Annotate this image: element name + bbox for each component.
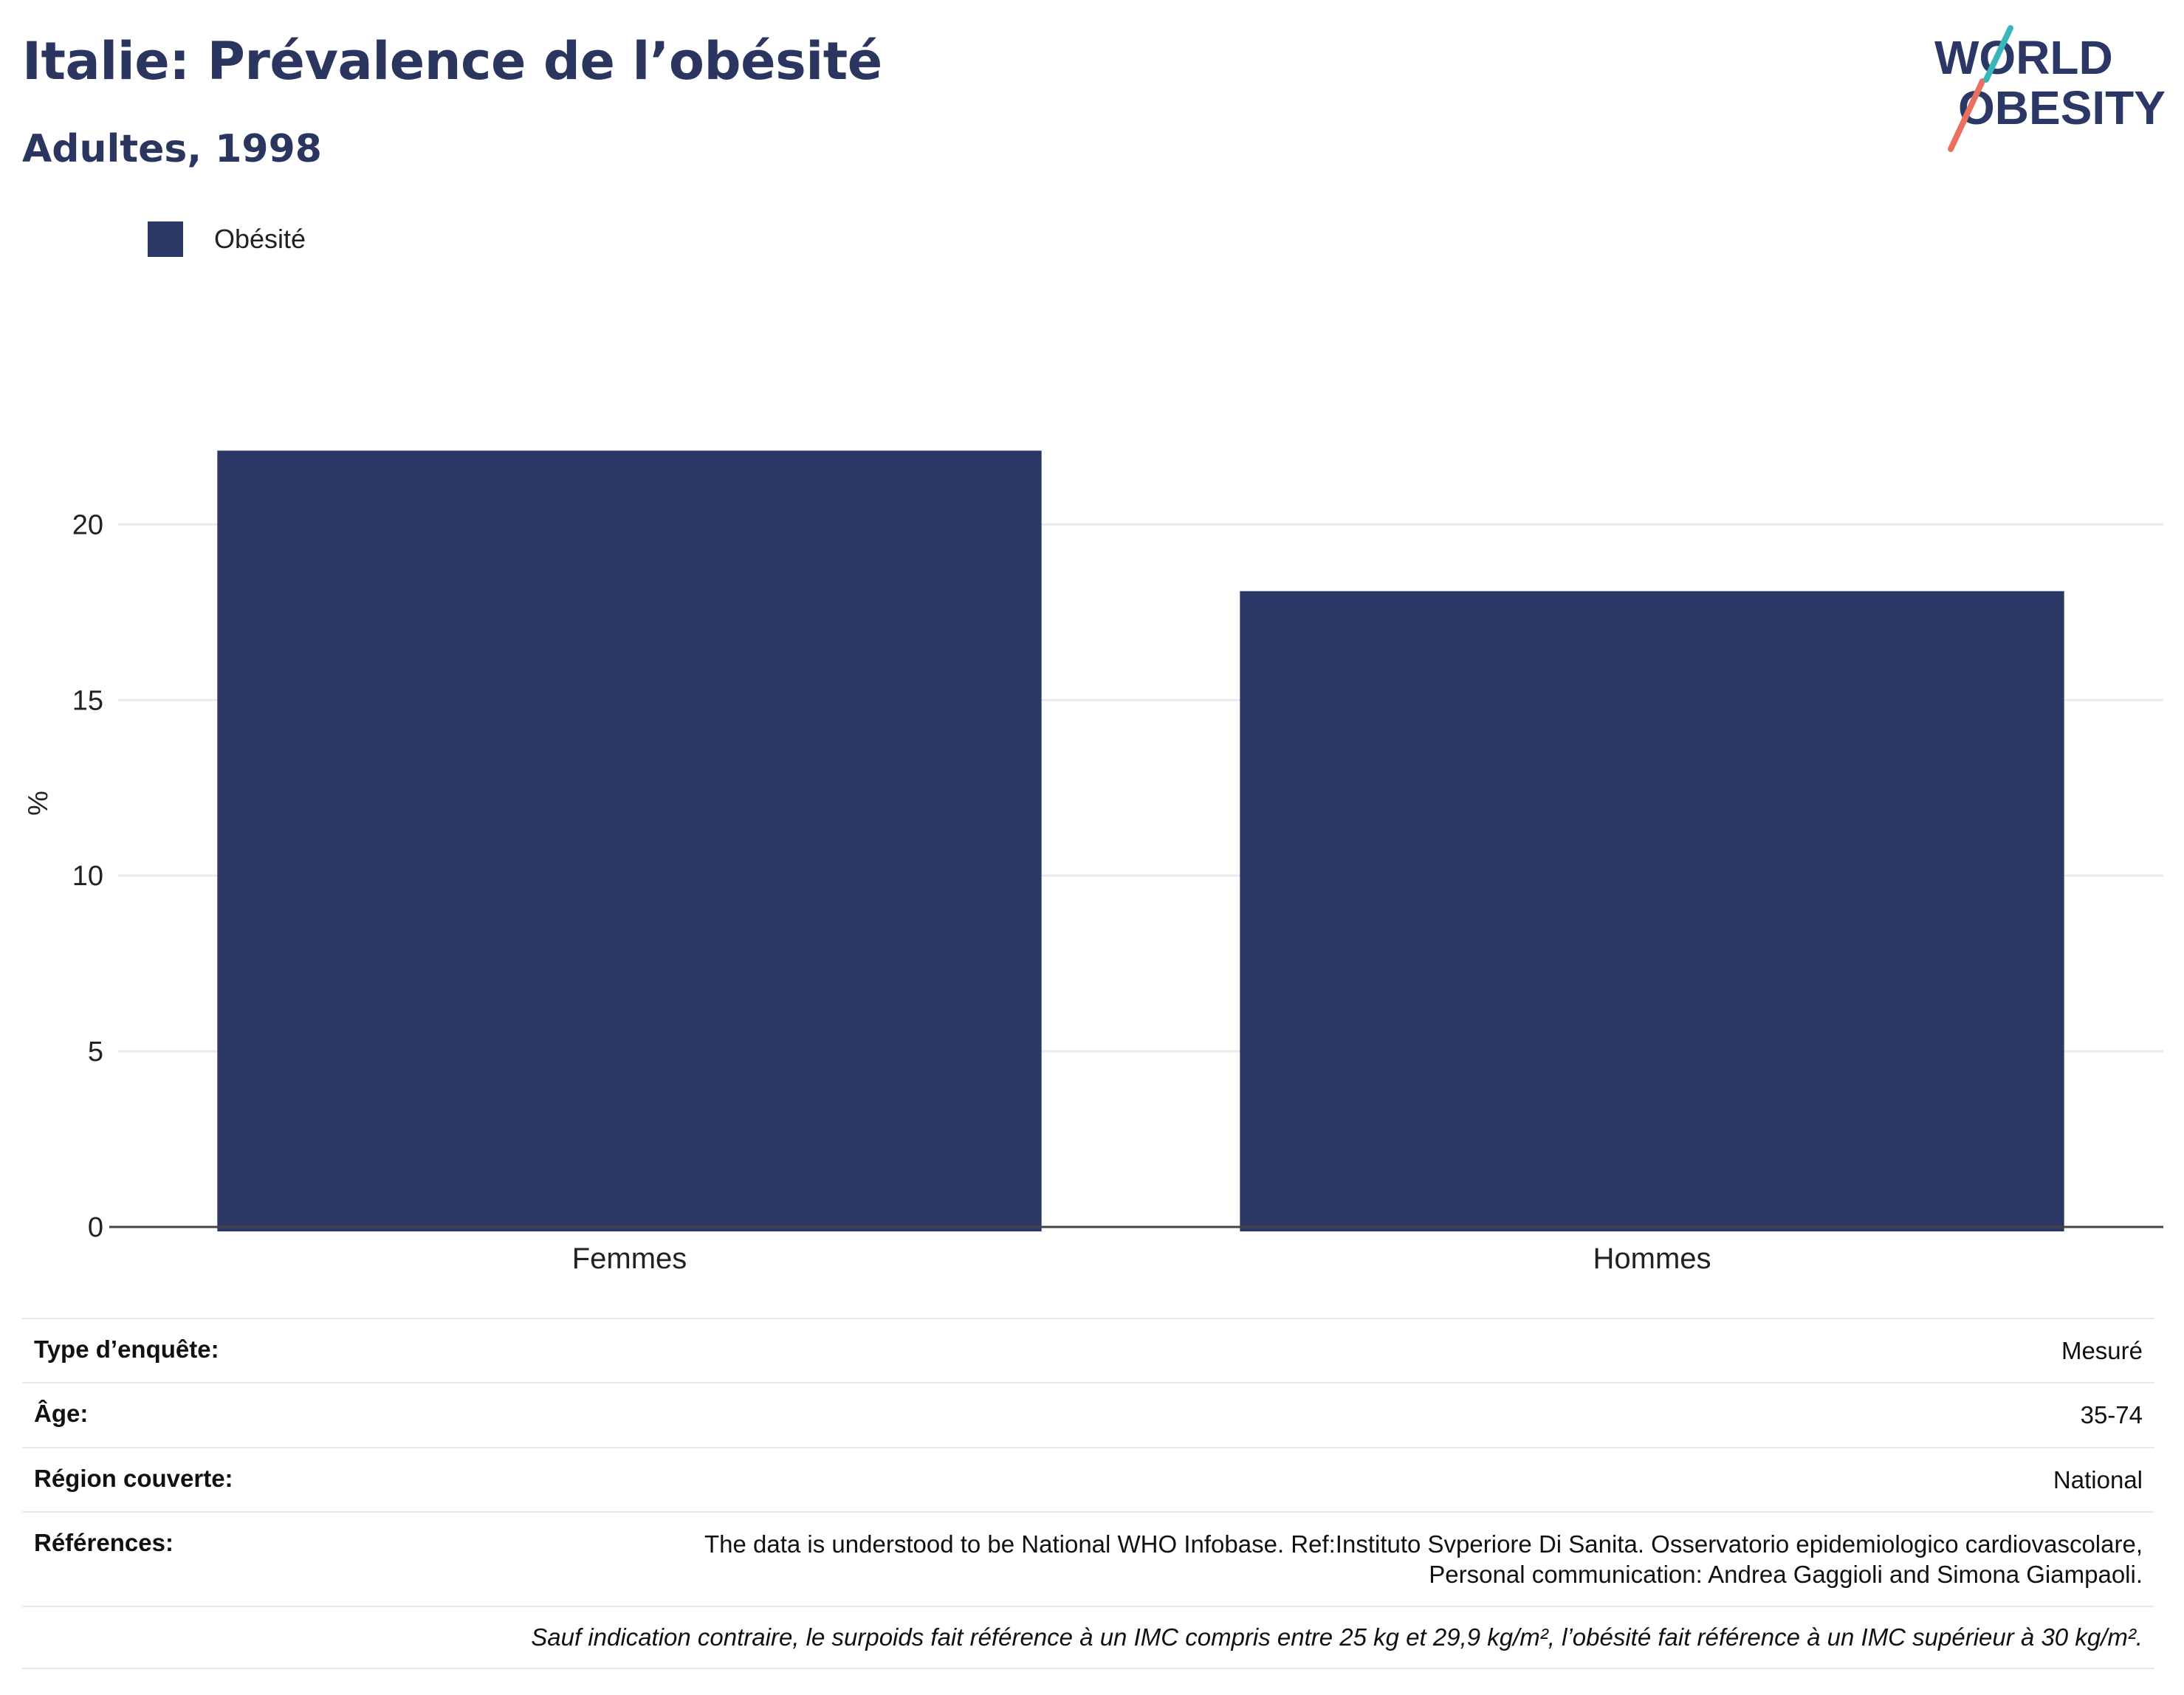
chart-title: Italie: Prévalence de l’obésité	[22, 31, 882, 92]
legend-label: Obésité	[214, 224, 306, 254]
info-row-region: Région couverte: National	[22, 1446, 2154, 1511]
region-value: National	[2053, 1465, 2143, 1493]
bar-femmes	[217, 450, 1042, 1231]
info-table: Type d’enquête: Mesuré Âge: 35-74 Région…	[22, 1318, 2154, 1670]
logo-text-world: WORLD	[1934, 31, 2113, 84]
references-line-1: The data is understood to be National WH…	[704, 1530, 2143, 1558]
bar-hommes	[1240, 591, 2064, 1231]
age-label: Âge:	[34, 1400, 89, 1428]
bmi-definition-note: Sauf indication contraire, le surpoids f…	[531, 1623, 2143, 1651]
info-row-age: Âge: 35-74	[22, 1382, 2154, 1446]
y-tick-label: 20	[72, 509, 103, 540]
logo-slash-teal	[1983, 25, 2013, 83]
survey-type-value: Mesuré	[2061, 1337, 2143, 1364]
info-row-references: Références: The data is understood to be…	[22, 1510, 2154, 1606]
y-tick-label: 15	[72, 685, 103, 716]
references-label: Références:	[34, 1528, 174, 1556]
chart-legend[interactable]: Obésité	[148, 221, 306, 257]
info-row-survey-type: Type d’enquête: Mesuré	[22, 1318, 2154, 1382]
survey-type-label: Type d’enquête:	[34, 1335, 219, 1363]
legend-swatch	[148, 221, 183, 257]
references-line-2: Personal communication: Andrea Gaggioli …	[1429, 1561, 2143, 1588]
y-tick-label: 0	[88, 1212, 103, 1243]
chart-subtitle: Adultes, 1998	[22, 127, 322, 171]
y-axis-label: %	[23, 791, 54, 816]
info-row-note: Sauf indication contraire, le surpoids f…	[22, 1606, 2154, 1670]
y-tick-label: 10	[72, 861, 103, 892]
ticks-layer: 0 5 10 15 20 Femmes Hommes	[72, 509, 2163, 1275]
logo-text-obesity: OBESITY	[1958, 81, 2166, 134]
x-tick-label: Femmes	[572, 1242, 687, 1275]
x-tick-label: Hommes	[1593, 1242, 1711, 1275]
age-value: 35-74	[2080, 1401, 2143, 1429]
region-label: Région couverte:	[34, 1464, 233, 1492]
references-value: The data is understood to be National WH…	[704, 1529, 2143, 1590]
y-tick-label: 5	[88, 1036, 103, 1067]
bars-layer	[217, 450, 2064, 1231]
logo-slash-coral	[1948, 78, 1985, 152]
bar-chart: 0 5 10 15 20 Femmes Hommes %	[23, 450, 2163, 1275]
world-obesity-logo: WORLD OBESITY	[1934, 25, 2166, 152]
